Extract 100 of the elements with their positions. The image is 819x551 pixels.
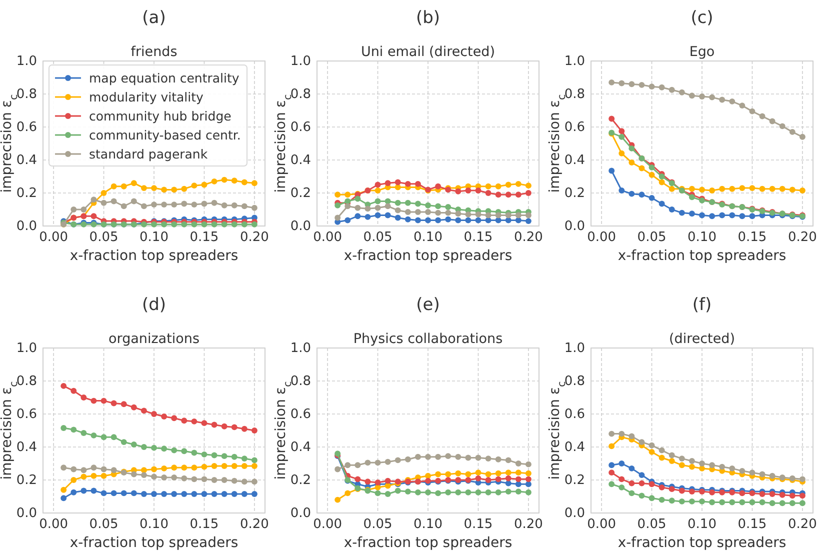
point [505, 475, 512, 482]
y-tick-label: 0.8 [16, 374, 37, 390]
point [739, 468, 746, 474]
point [475, 470, 482, 476]
point [354, 462, 361, 468]
point [628, 81, 635, 88]
point [161, 221, 168, 228]
point [608, 430, 615, 437]
point [334, 496, 341, 503]
point [221, 423, 228, 430]
point [749, 499, 756, 506]
point [608, 79, 615, 86]
point [211, 178, 218, 184]
point [110, 183, 117, 190]
x-tick-label: 0.15 [738, 230, 767, 246]
point [525, 182, 532, 189]
x-tick-label: 0.20 [240, 517, 269, 532]
point [789, 186, 796, 193]
point [181, 186, 188, 192]
x-tick-label: 0.20 [240, 230, 269, 246]
point [140, 185, 147, 192]
point [181, 221, 188, 228]
point [618, 460, 625, 466]
point [201, 451, 208, 458]
point [171, 464, 178, 471]
point [495, 212, 502, 218]
point [759, 186, 766, 192]
y-tick-label: 0.8 [290, 374, 311, 390]
point [678, 488, 685, 494]
point [414, 454, 421, 460]
point [719, 499, 726, 506]
point [140, 444, 147, 450]
point [608, 462, 615, 468]
y-tick-label: 0.6 [16, 120, 37, 136]
point [699, 93, 705, 100]
point [648, 495, 655, 502]
legend-label: standard pagerank [89, 146, 208, 162]
point [100, 398, 107, 404]
point [618, 134, 625, 140]
point [678, 210, 685, 216]
point [425, 217, 431, 224]
point [414, 489, 421, 496]
point [394, 457, 401, 464]
point [618, 476, 625, 482]
x-tick-label: 0.00 [39, 517, 68, 532]
point [334, 202, 341, 208]
point [515, 488, 522, 495]
x-tick-label: 0.15 [190, 517, 219, 532]
point [668, 498, 675, 504]
point [90, 398, 97, 404]
point [171, 447, 178, 454]
point [130, 198, 137, 204]
chart-title: (a) [142, 8, 166, 28]
point [608, 443, 615, 450]
point [709, 499, 716, 506]
point [739, 185, 746, 192]
point [120, 203, 127, 210]
point [161, 202, 168, 208]
point [465, 471, 472, 478]
point [110, 198, 117, 204]
point [525, 470, 532, 476]
point [80, 394, 87, 400]
point [779, 123, 786, 130]
point [515, 460, 522, 466]
x-axis-title: x-fraction top spreaders [344, 248, 512, 264]
point [231, 221, 238, 228]
point [618, 80, 625, 86]
chart-subtitle: Physics collaborations [353, 331, 503, 347]
point [445, 489, 452, 496]
point [739, 102, 746, 109]
point [628, 190, 635, 197]
point [699, 212, 705, 218]
point [241, 221, 248, 228]
point [191, 182, 198, 189]
point [638, 192, 645, 198]
point [130, 404, 137, 410]
point [465, 211, 472, 218]
x-tick-label: 0.10 [140, 230, 168, 246]
point [191, 450, 198, 456]
x-tick-label: 0.05 [363, 517, 392, 532]
point [404, 456, 411, 462]
x-tick-label: 0.05 [637, 517, 666, 532]
point [719, 186, 726, 192]
y-tick-label: 0.6 [290, 120, 311, 136]
point [90, 432, 97, 438]
point [70, 466, 77, 472]
point [495, 476, 502, 482]
point [221, 202, 228, 208]
point [231, 178, 238, 184]
point [618, 128, 625, 134]
point [719, 96, 726, 103]
x-tick-label: 0.00 [587, 517, 616, 532]
point [60, 495, 67, 502]
point [140, 467, 147, 474]
y-tick-label: 0.4 [290, 440, 311, 456]
point [344, 203, 351, 210]
point [485, 190, 492, 196]
point [110, 467, 117, 474]
point [475, 217, 482, 224]
point [201, 182, 208, 188]
